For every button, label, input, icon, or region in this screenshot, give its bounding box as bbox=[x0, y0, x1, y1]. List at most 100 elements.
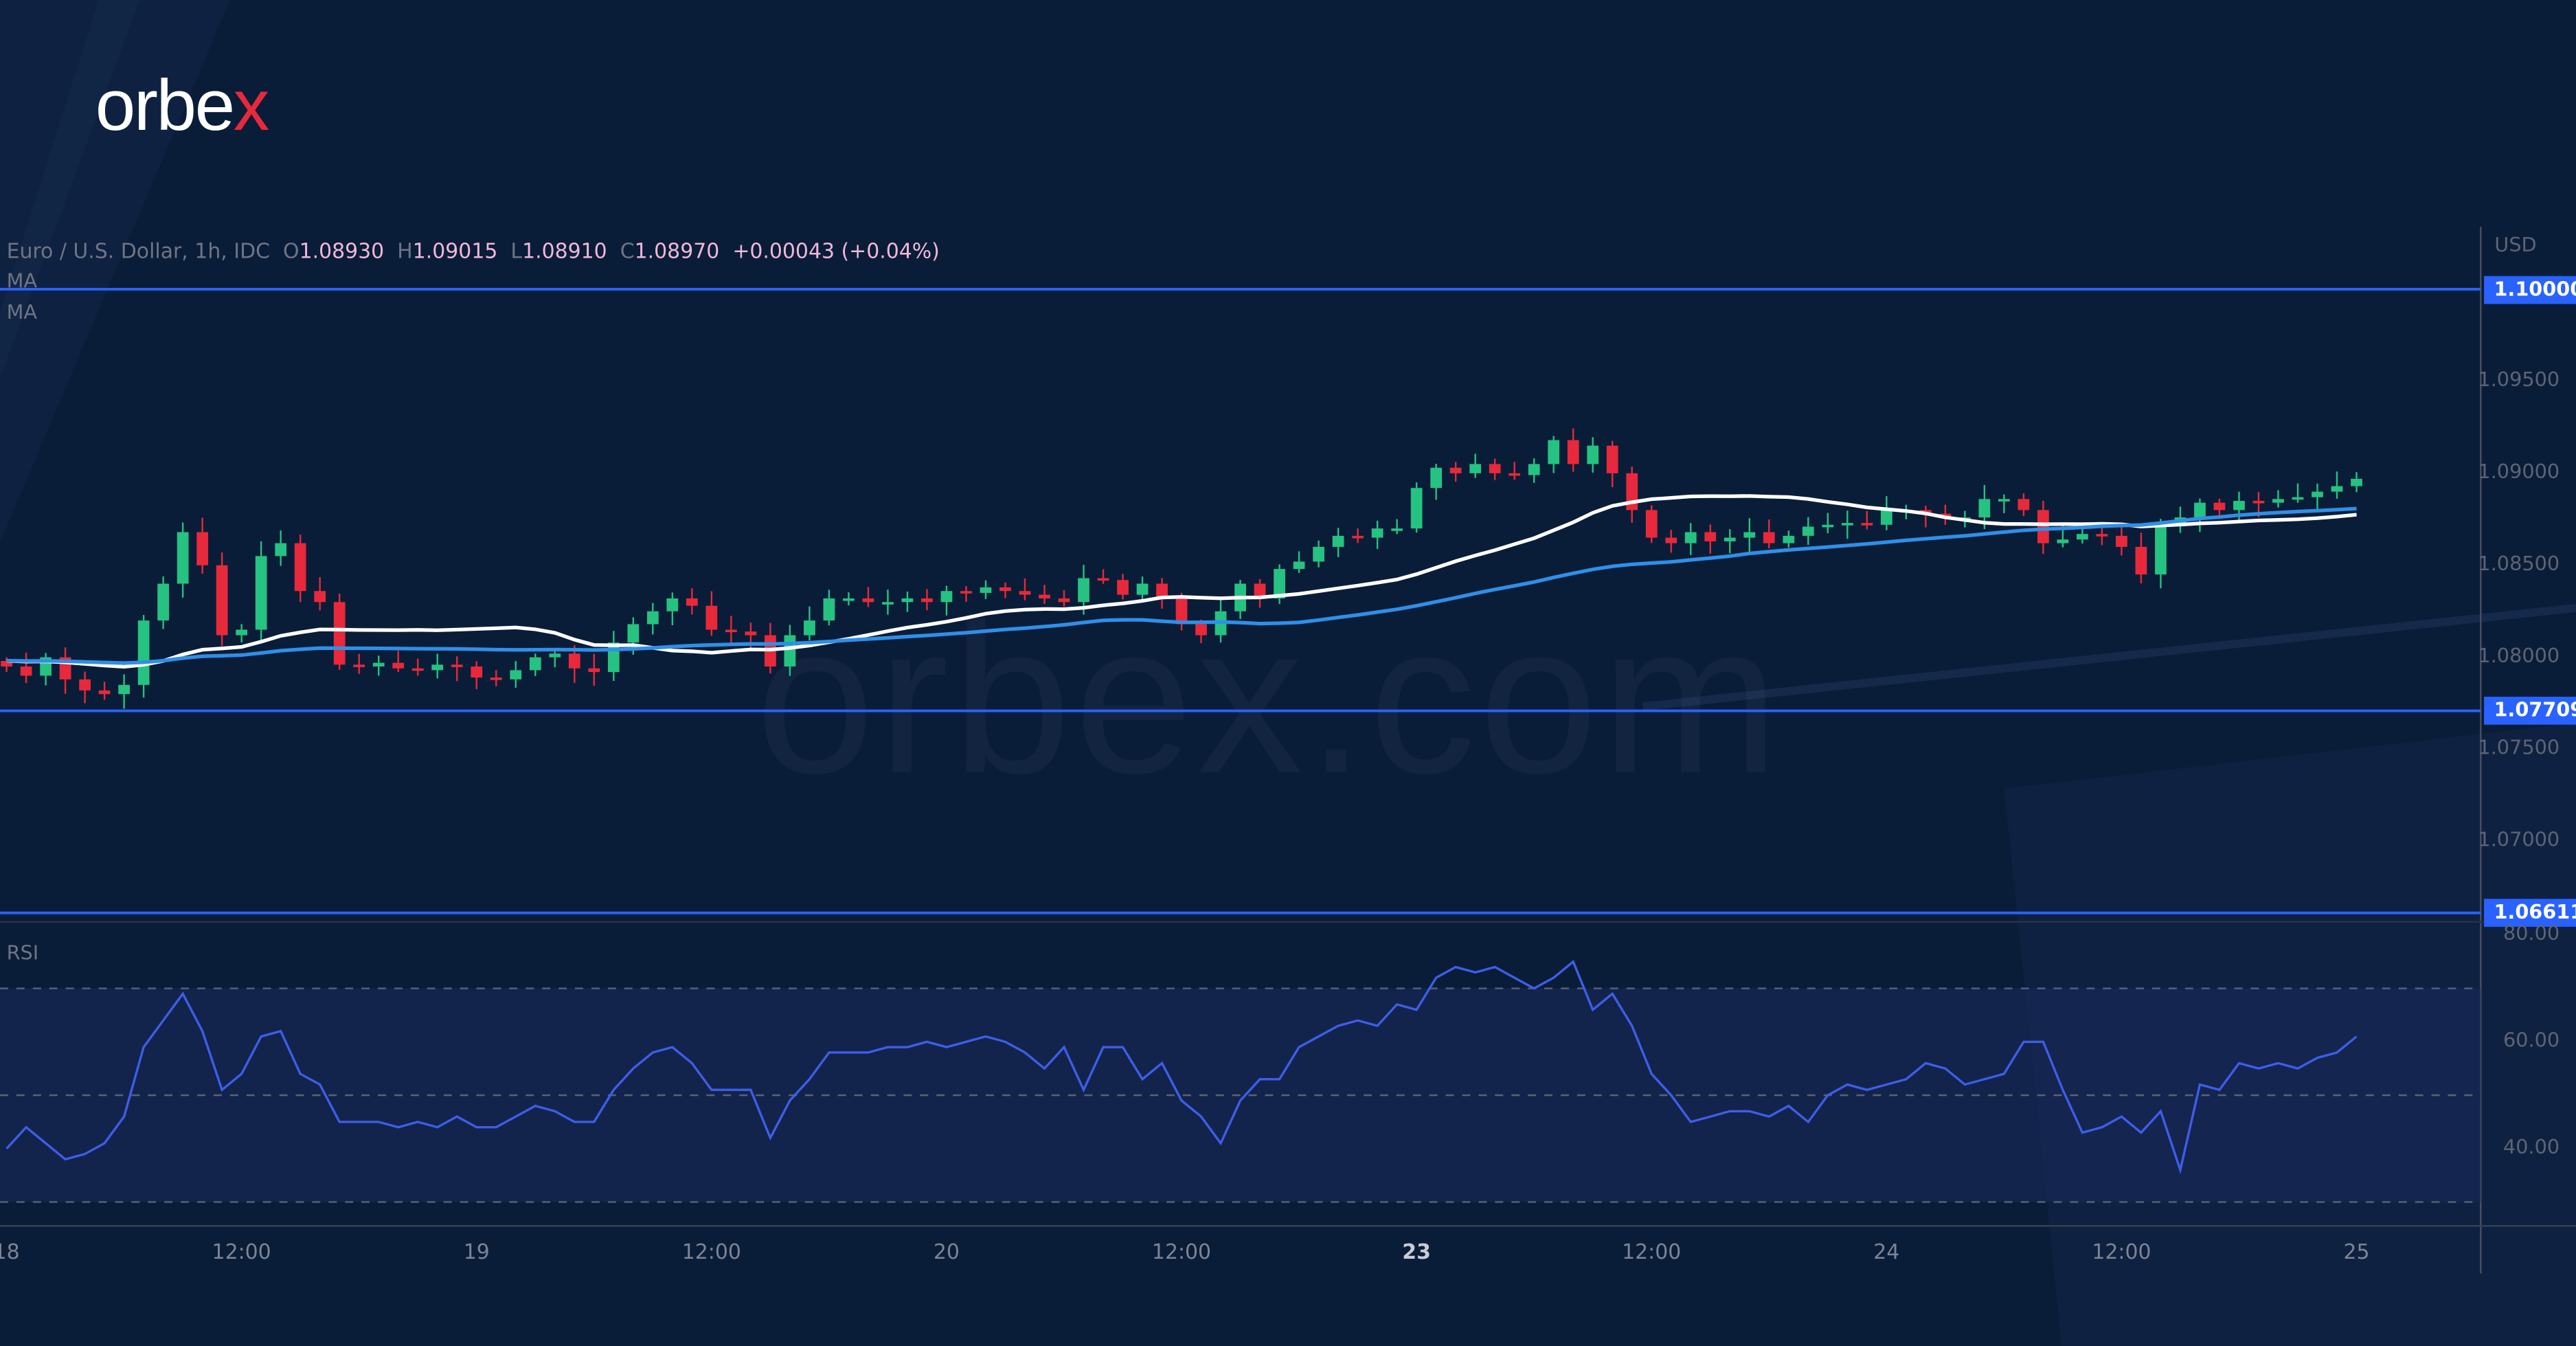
ma-indicator-label[interactable]: MA bbox=[6, 300, 37, 324]
level-price-tag: 1.10000 bbox=[2484, 275, 2576, 304]
time-tick-label: 18 bbox=[0, 1239, 20, 1264]
time-tick-label: 20 bbox=[933, 1239, 960, 1264]
candle-down bbox=[588, 668, 600, 673]
candle-down bbox=[1645, 510, 1658, 538]
candle-up bbox=[901, 598, 914, 603]
candle-down bbox=[2135, 546, 2147, 575]
candle-up bbox=[1274, 569, 1285, 598]
change-value: +0.00043 (+0.04%) bbox=[732, 238, 940, 263]
candle-up bbox=[1841, 523, 1853, 526]
candle-down bbox=[1254, 583, 1266, 598]
candle-up bbox=[255, 556, 267, 630]
candle-down bbox=[725, 629, 737, 633]
candle-down bbox=[960, 591, 972, 594]
candle-up bbox=[2077, 534, 2088, 540]
candle-up bbox=[784, 635, 796, 667]
candle-up bbox=[275, 543, 287, 557]
candle-up bbox=[2351, 478, 2362, 486]
candle-down bbox=[98, 690, 111, 695]
candle-up bbox=[236, 629, 248, 636]
candle-down bbox=[686, 598, 698, 606]
candle-down bbox=[333, 602, 346, 665]
candle-down bbox=[999, 587, 1011, 592]
time-tick-label: 12:00 bbox=[2092, 1239, 2151, 1264]
candle-up bbox=[118, 684, 130, 695]
candle-up bbox=[1724, 537, 1736, 541]
price-tick-label: 1.07500 bbox=[2478, 736, 2560, 759]
candle-up bbox=[2194, 502, 2206, 518]
close-label: C bbox=[620, 238, 635, 263]
candle-up bbox=[1822, 524, 1834, 528]
candle-down bbox=[471, 666, 483, 678]
candle-down bbox=[862, 598, 874, 603]
candle-down bbox=[1509, 473, 1521, 476]
symbol-title[interactable]: Euro / U.S. Dollar, 1h, IDC bbox=[6, 238, 271, 263]
low-value: 1.08910 bbox=[522, 238, 607, 263]
candle-up bbox=[431, 664, 444, 671]
open-value: 1.08930 bbox=[299, 238, 385, 263]
ohlc-legend: Euro / U.S. Dollar, 1h, IDC O1.08930 H1.… bbox=[7, 238, 940, 263]
candle-down bbox=[353, 664, 365, 667]
candle-up bbox=[549, 653, 561, 658]
candle-up bbox=[1430, 467, 1443, 489]
candle-up bbox=[137, 620, 150, 685]
candle-down bbox=[1763, 532, 1775, 543]
candle-up bbox=[980, 587, 992, 593]
candle-down bbox=[1861, 523, 1873, 526]
candle-up bbox=[1469, 464, 1482, 473]
candle-up bbox=[1078, 578, 1089, 603]
candle-down bbox=[1019, 591, 1031, 595]
candle-up bbox=[177, 532, 189, 584]
candle-up bbox=[529, 657, 541, 671]
close-value: 1.08970 bbox=[634, 238, 720, 263]
time-tick-label: 12:00 bbox=[212, 1239, 271, 1264]
candle-up bbox=[2272, 499, 2284, 503]
candle-down bbox=[451, 664, 463, 667]
rsi-indicator-label[interactable]: RSI bbox=[6, 941, 39, 965]
candle-down bbox=[79, 679, 91, 691]
candle-up bbox=[157, 583, 169, 621]
candle-up bbox=[627, 624, 640, 643]
time-tick-label: 12:00 bbox=[1151, 1239, 1212, 1264]
ma-slow-line bbox=[6, 506, 2357, 665]
candle-up bbox=[1743, 532, 1756, 538]
candle-down bbox=[1058, 598, 1070, 603]
rsi-line bbox=[5, 959, 2358, 1175]
price-tick-label: 1.08000 bbox=[2478, 644, 2560, 667]
low-label: L bbox=[510, 238, 523, 263]
candle-down bbox=[2116, 535, 2127, 547]
open-label: O bbox=[283, 238, 300, 263]
candle-down bbox=[216, 565, 228, 636]
currency-label: USD bbox=[2494, 233, 2537, 257]
candle-down bbox=[921, 598, 933, 603]
orbex-logo[interactable]: orbex bbox=[95, 65, 270, 148]
level-price-tag: 1.06611 bbox=[2484, 899, 2576, 928]
candle-up bbox=[2233, 500, 2245, 511]
candle-down bbox=[1097, 578, 1109, 581]
high-value: 1.09015 bbox=[412, 238, 498, 263]
candle-down bbox=[196, 532, 209, 565]
candle-down bbox=[705, 605, 718, 630]
candle-down bbox=[1195, 624, 1207, 636]
price-tick-label: 1.09500 bbox=[2478, 368, 2560, 392]
candle-up bbox=[1802, 526, 1814, 536]
candle-up bbox=[1410, 488, 1423, 529]
candle-down bbox=[1175, 598, 1188, 625]
candle-down bbox=[1665, 537, 1677, 543]
candle-up bbox=[1293, 561, 1305, 570]
candle-up bbox=[1998, 499, 2010, 502]
candle-up bbox=[940, 591, 953, 603]
level-price-tag: 1.07709 bbox=[2484, 697, 2576, 725]
logo-text: orbe bbox=[95, 65, 235, 146]
candle-up bbox=[2292, 497, 2304, 500]
candle-down bbox=[294, 543, 306, 592]
candle-up bbox=[804, 620, 815, 636]
candle-down bbox=[2018, 499, 2030, 511]
candle-up bbox=[1587, 445, 1599, 464]
candle-down bbox=[1567, 440, 1579, 464]
ma-fast-line bbox=[6, 494, 2357, 669]
time-tick-label: 24 bbox=[1873, 1239, 1900, 1264]
rsi-tick-label: 60.00 bbox=[2502, 1029, 2560, 1052]
